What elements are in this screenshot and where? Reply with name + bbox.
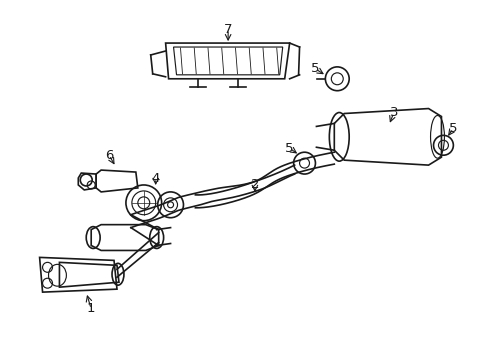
Text: 6: 6 [104, 149, 113, 162]
Text: 3: 3 [389, 106, 397, 119]
Text: 5: 5 [310, 62, 319, 75]
Text: 7: 7 [224, 23, 232, 36]
Text: 5: 5 [448, 122, 457, 135]
Text: 4: 4 [151, 171, 160, 185]
Text: 5: 5 [285, 142, 293, 155]
Text: 2: 2 [250, 179, 259, 192]
Text: 1: 1 [87, 302, 95, 315]
